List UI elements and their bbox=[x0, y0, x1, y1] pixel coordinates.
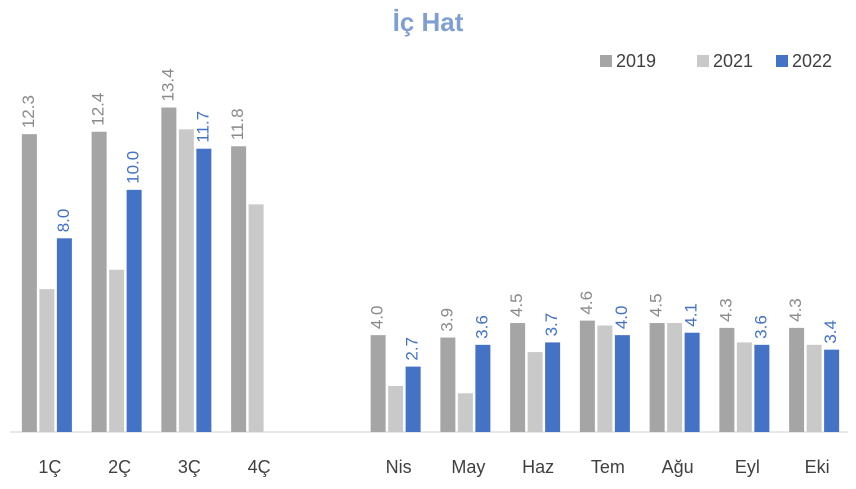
x-tick-label: Haz bbox=[522, 457, 554, 477]
bar bbox=[178, 129, 194, 433]
x-tick-label: 1Ç bbox=[38, 457, 61, 477]
bar bbox=[649, 323, 665, 432]
bar bbox=[56, 238, 72, 432]
data-label: 4.5 bbox=[507, 293, 526, 317]
bar bbox=[667, 323, 683, 432]
bar bbox=[475, 344, 491, 432]
bar bbox=[806, 344, 822, 432]
bar bbox=[405, 366, 421, 432]
legend-label: 2022 bbox=[792, 51, 832, 71]
bar bbox=[684, 332, 700, 432]
bar bbox=[231, 146, 247, 432]
x-tick-label: Nis bbox=[386, 457, 412, 477]
legend-swatch bbox=[697, 55, 709, 67]
data-label: 10.0 bbox=[124, 151, 143, 184]
bar bbox=[457, 393, 473, 432]
bar bbox=[161, 107, 177, 433]
data-label: 12.3 bbox=[19, 95, 38, 128]
x-tick-label: Tem bbox=[591, 457, 625, 477]
data-label: 11.7 bbox=[193, 111, 212, 143]
legend-label: 2019 bbox=[616, 51, 656, 71]
data-label: 13.4 bbox=[158, 68, 177, 101]
bar bbox=[440, 337, 456, 432]
bar bbox=[126, 189, 142, 432]
bar bbox=[719, 327, 735, 432]
bar bbox=[21, 134, 37, 432]
bar bbox=[789, 327, 805, 432]
bar bbox=[248, 204, 264, 432]
data-label: 12.4 bbox=[89, 93, 108, 126]
legend-label: 2021 bbox=[713, 51, 753, 71]
bar bbox=[510, 323, 526, 432]
data-label: 4.3 bbox=[786, 298, 805, 322]
data-label: 3.6 bbox=[751, 315, 770, 339]
bar bbox=[527, 352, 543, 432]
bar bbox=[388, 385, 404, 432]
legend-swatch bbox=[776, 55, 788, 67]
data-label: 4.5 bbox=[647, 293, 666, 317]
data-label: 4.0 bbox=[612, 306, 631, 330]
bar bbox=[109, 269, 125, 432]
data-label: 4.0 bbox=[368, 306, 387, 330]
data-label: 3.9 bbox=[437, 308, 456, 332]
bar bbox=[39, 289, 55, 432]
x-tick-label: May bbox=[451, 457, 485, 477]
bar bbox=[614, 335, 630, 432]
x-tick-label: 3Ç bbox=[178, 457, 201, 477]
bar bbox=[824, 349, 840, 432]
x-tick-label: 4Ç bbox=[248, 457, 271, 477]
data-label: 3.6 bbox=[472, 315, 491, 339]
bar bbox=[196, 148, 212, 432]
data-label: 2.7 bbox=[403, 337, 422, 361]
bar bbox=[736, 342, 752, 432]
x-tick-label: Ağu bbox=[662, 457, 694, 477]
bar bbox=[579, 320, 595, 432]
data-label: 11.8 bbox=[228, 108, 247, 140]
bar bbox=[754, 344, 770, 432]
bar bbox=[91, 131, 107, 432]
x-tick-label: Eyl bbox=[735, 457, 760, 477]
data-label: 3.7 bbox=[542, 313, 561, 337]
bar bbox=[370, 335, 386, 432]
x-tick-label: 2Ç bbox=[108, 457, 131, 477]
data-label: 3.4 bbox=[821, 320, 840, 344]
data-label: 4.3 bbox=[716, 298, 735, 322]
legend-swatch bbox=[600, 55, 612, 67]
bar bbox=[545, 342, 561, 432]
data-label: 8.0 bbox=[54, 209, 73, 233]
chart-title: İç Hat bbox=[393, 7, 464, 37]
data-label: 4.6 bbox=[577, 291, 596, 315]
bar bbox=[597, 325, 613, 432]
x-tick-label: Eki bbox=[805, 457, 830, 477]
data-label: 4.1 bbox=[682, 303, 701, 327]
